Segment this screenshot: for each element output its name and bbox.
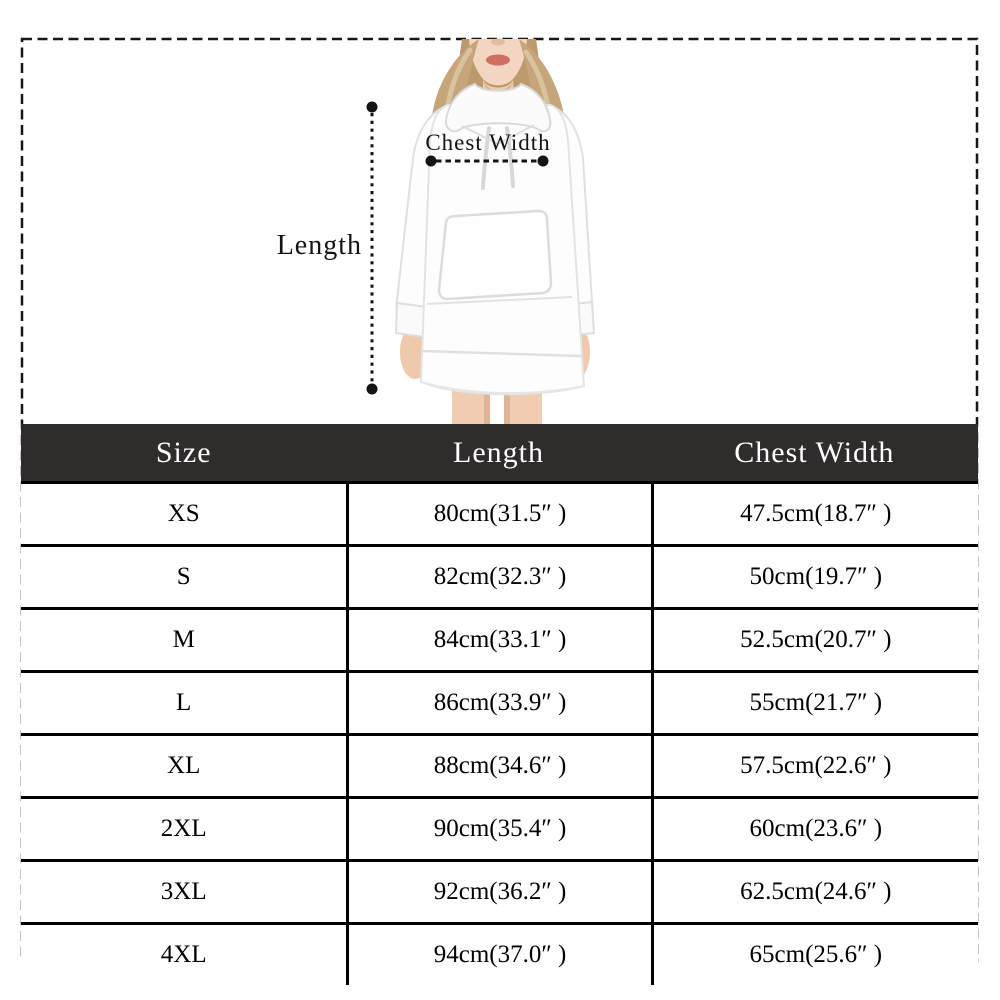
header-length: Length	[346, 424, 651, 481]
right-leg	[504, 382, 542, 424]
neck-shadow	[484, 82, 512, 96]
size-cell: 2XL	[21, 796, 347, 859]
size-cell: L	[21, 670, 347, 733]
length-cell: 92cm(36.2″ )	[346, 859, 651, 922]
chest-width-cell: 52.5cm(20.7″ )	[650, 607, 978, 670]
nose-shadow	[491, 38, 505, 46]
left-cuff	[394, 301, 436, 340]
face	[469, 39, 527, 86]
chest-width-cell: 50cm(19.7″ )	[650, 544, 978, 607]
size-table: Size Length Chest Width XS 80cm(31.5″ ) …	[21, 424, 978, 985]
table-row: 4XL 94cm(37.0″ ) 65cm(25.6″ )	[21, 922, 978, 985]
chest-width-cell: 47.5cm(18.7″ )	[650, 481, 978, 544]
hem-band	[422, 349, 582, 358]
left-leg	[452, 380, 490, 424]
length-line-dot-bottom	[366, 383, 378, 395]
pocket-seam	[426, 296, 573, 305]
hair-back	[456, 39, 543, 132]
chest-width-cell: 57.5cm(22.6″ )	[650, 733, 978, 796]
length-cell: 94cm(37.0″ )	[346, 922, 651, 985]
hem-edge	[420, 381, 585, 395]
chest-width-cell: 65cm(25.6″ )	[650, 922, 978, 985]
length-cell: 86cm(33.9″ )	[346, 670, 651, 733]
hood	[444, 82, 552, 133]
length-cell: 84cm(33.1″ )	[346, 607, 651, 670]
table-row: 3XL 92cm(36.2″ ) 62.5cm(24.6″ )	[21, 859, 978, 922]
table-row: 2XL 90cm(35.4″ ) 60cm(23.6″ )	[21, 796, 978, 859]
length-cell: 88cm(34.6″ )	[346, 733, 651, 796]
length-line-dot-top	[366, 101, 378, 113]
size-cell: 4XL	[21, 922, 347, 985]
header-size: Size	[21, 424, 347, 481]
table-row: XL 88cm(34.6″ ) 57.5cm(22.6″ )	[21, 733, 978, 796]
table-row: L 86cm(33.9″ ) 55cm(21.7″ )	[21, 670, 978, 733]
size-cell: S	[21, 544, 347, 607]
table-header-row: Size Length Chest Width	[21, 424, 978, 481]
chest-width-cell: 55cm(21.7″ )	[650, 670, 978, 733]
size-cell: XS	[21, 481, 347, 544]
length-label: Length	[276, 230, 362, 261]
table-row: S 82cm(32.3″ ) 50cm(19.7″ )	[21, 544, 978, 607]
chest-width-cell: 62.5cm(24.6″ )	[650, 859, 978, 922]
neck	[483, 80, 515, 116]
length-cell: 80cm(31.5″ )	[346, 481, 651, 544]
chest-width-dot-right	[537, 155, 549, 167]
size-cell: M	[21, 607, 347, 670]
table-row: M 84cm(33.1″ ) 52.5cm(20.7″ )	[21, 607, 978, 670]
left-hand	[400, 325, 430, 379]
chest-width-cell: 60cm(23.6″ )	[650, 796, 978, 859]
chest-width-label: Chest Width	[425, 130, 551, 155]
length-cell: 90cm(35.4″ )	[346, 796, 651, 859]
right-leg-shadow	[504, 385, 510, 424]
lips	[486, 54, 510, 66]
size-cell: XL	[21, 733, 347, 796]
kangaroo-pocket	[437, 209, 553, 301]
right-hand	[560, 324, 590, 380]
right-cuff	[554, 300, 596, 339]
length-cell: 82cm(32.3″ )	[346, 544, 651, 607]
header-chest-width: Chest Width	[650, 424, 978, 481]
chest-width-dot-left	[425, 155, 437, 167]
left-leg-shadow	[484, 384, 490, 424]
size-cell: 3XL	[21, 859, 347, 922]
table-row: XS 80cm(31.5″ ) 47.5cm(18.7″ )	[21, 481, 978, 544]
